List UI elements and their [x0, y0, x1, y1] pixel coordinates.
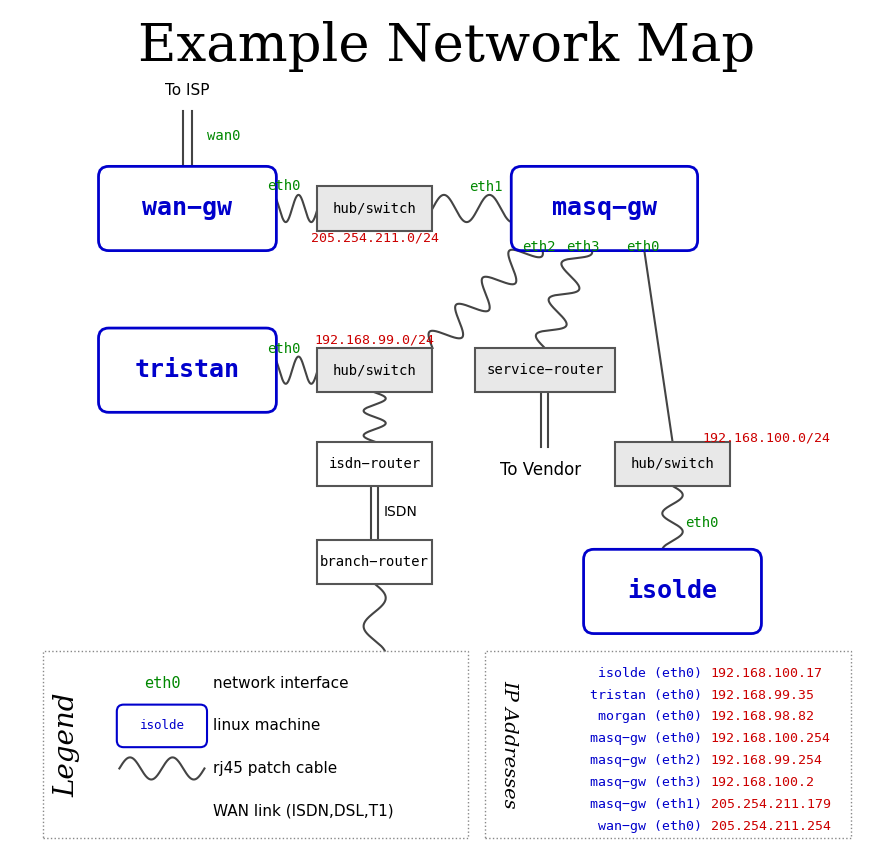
Text: eth0: eth0	[266, 180, 300, 193]
Text: Example Network Map: Example Network Map	[139, 21, 755, 72]
FancyBboxPatch shape	[98, 328, 276, 413]
Text: isolde: isolde	[628, 580, 718, 603]
Text: isdn−router: isdn−router	[329, 457, 421, 471]
Text: hub/switch: hub/switch	[630, 457, 714, 471]
Bar	[317, 540, 432, 584]
Text: eth2: eth2	[522, 240, 556, 254]
Text: WAN link (ISDN,DSL,T1): WAN link (ISDN,DSL,T1)	[213, 803, 393, 819]
FancyBboxPatch shape	[90, 677, 268, 761]
Text: isolde (eth0): isolde (eth0)	[598, 666, 703, 680]
Text: eth0: eth0	[686, 517, 719, 530]
Text: eth0: eth0	[262, 691, 295, 705]
Text: 192.168.100.17: 192.168.100.17	[711, 666, 822, 680]
Text: hub/switch: hub/switch	[333, 712, 417, 726]
Bar	[317, 186, 432, 231]
Text: 205.254.211.0/24: 205.254.211.0/24	[311, 231, 439, 244]
Bar	[475, 348, 615, 392]
Text: masq−gw (eth2): masq−gw (eth2)	[590, 754, 703, 767]
Text: masq−gw (eth0): masq−gw (eth0)	[590, 733, 703, 745]
Text: To ISP: To ISP	[165, 83, 210, 98]
Text: hub/switch: hub/switch	[333, 202, 417, 215]
Text: service−router: service−router	[486, 363, 603, 377]
Text: 192.168.98.82: 192.168.98.82	[711, 711, 814, 723]
Text: tristan: tristan	[135, 358, 240, 382]
FancyBboxPatch shape	[98, 167, 276, 251]
Text: eth0: eth0	[144, 676, 181, 691]
Text: wan−gw (eth0): wan−gw (eth0)	[598, 820, 703, 833]
Bar	[317, 697, 432, 741]
Text: 192.168.100.0/24: 192.168.100.0/24	[703, 431, 831, 444]
Text: rj45 patch cable: rj45 patch cable	[213, 761, 337, 776]
Text: wan0: wan0	[207, 129, 240, 143]
Text: To Vendor: To Vendor	[500, 461, 581, 479]
Text: ISDN: ISDN	[384, 505, 417, 519]
FancyBboxPatch shape	[511, 167, 697, 251]
Text: 192.168.100.254: 192.168.100.254	[711, 733, 831, 745]
Text: 205.254.211.254: 205.254.211.254	[711, 820, 831, 833]
Text: Legend: Legend	[53, 693, 80, 797]
Text: 205.254.211.179: 205.254.211.179	[711, 798, 831, 811]
Text: isolde: isolde	[139, 719, 184, 733]
Bar	[615, 442, 730, 486]
Text: eth3: eth3	[567, 240, 600, 254]
Text: network interface: network interface	[213, 676, 349, 691]
Text: IP Addresses: IP Addresses	[500, 680, 519, 809]
Text: 192.168.100.2: 192.168.100.2	[711, 776, 814, 789]
Text: 192.168.99.254: 192.168.99.254	[711, 754, 822, 767]
Text: morgan (eth0): morgan (eth0)	[598, 711, 703, 723]
Text: branch−router: branch−router	[320, 555, 429, 568]
Bar	[317, 348, 432, 392]
Text: 192.168.98.0/24: 192.168.98.0/24	[315, 742, 434, 755]
FancyBboxPatch shape	[117, 705, 207, 747]
Text: linux machine: linux machine	[213, 718, 320, 734]
Bar	[317, 442, 432, 486]
Text: eth0: eth0	[266, 342, 300, 356]
Text: masq−gw (eth1): masq−gw (eth1)	[590, 798, 703, 811]
Text: 192.168.99.35: 192.168.99.35	[711, 688, 814, 701]
Text: masq−gw: masq−gw	[552, 197, 657, 220]
Text: masq−gw (eth3): masq−gw (eth3)	[590, 776, 703, 789]
Text: morgan: morgan	[134, 707, 224, 731]
FancyBboxPatch shape	[584, 550, 762, 633]
Text: eth1: eth1	[468, 180, 502, 194]
Bar	[485, 651, 851, 838]
Text: 192.168.99.0/24: 192.168.99.0/24	[315, 334, 434, 346]
Bar	[43, 651, 468, 838]
Text: eth0: eth0	[626, 240, 660, 254]
Text: hub/switch: hub/switch	[333, 363, 417, 377]
Text: wan−gw: wan−gw	[142, 197, 232, 220]
Text: tristan (eth0): tristan (eth0)	[590, 688, 703, 701]
